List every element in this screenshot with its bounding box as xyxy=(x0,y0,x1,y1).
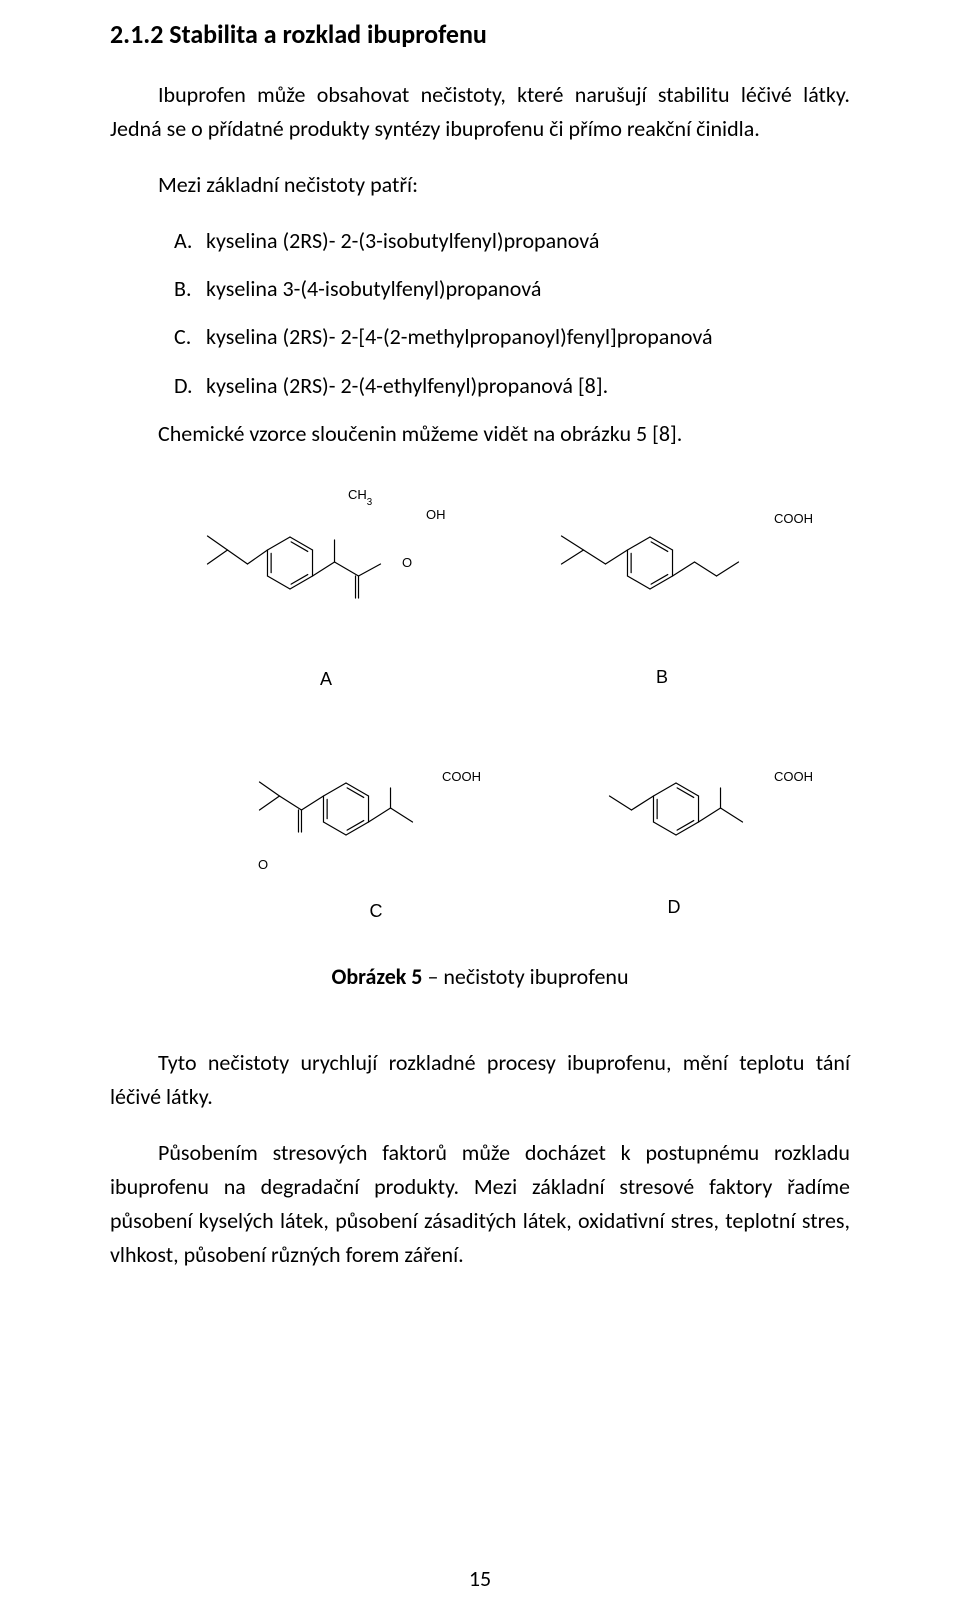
svg-text:O: O xyxy=(258,857,268,872)
page: 2.1.2 Stabilita a rozklad ibuprofenu Ibu… xyxy=(0,0,960,1622)
list-marker: D. xyxy=(174,369,206,403)
paragraph-intro: Ibuprofen může obsahovat nečistoty, kter… xyxy=(110,78,850,146)
chemical-structures-svg: A CH3 OH O B COOH C COOH O D COOH xyxy=(110,473,850,953)
list-item: A. kyselina (2RS)- 2-(3-isobutylfenyl)pr… xyxy=(174,224,850,258)
svg-text:COOH: COOH xyxy=(442,769,481,784)
paragraph-afterlist: Chemické vzorce sloučenin můžeme vidět n… xyxy=(110,417,850,451)
figure-caption-rest: – nečistoty ibuprofenu xyxy=(422,963,628,990)
page-number: 15 xyxy=(0,1565,960,1592)
svg-text:COOH: COOH xyxy=(774,511,813,526)
impurity-list: A. kyselina (2RS)- 2-(3-isobutylfenyl)pr… xyxy=(174,224,850,402)
paragraph-effects: Tyto nečistoty urychlují rozkladné proce… xyxy=(110,1046,850,1114)
list-intro: Mezi základní nečistoty patří: xyxy=(110,168,850,202)
svg-text:D: D xyxy=(668,897,681,917)
list-item: D. kyselina (2RS)- 2-(4-ethylfenyl)propa… xyxy=(174,369,850,403)
list-marker: B. xyxy=(174,272,206,306)
figure-caption: Obrázek 5 – nečistoty ibuprofenu xyxy=(110,963,850,990)
list-text: kyselina (2RS)- 2-[4-(2-methylpropanoyl)… xyxy=(206,320,713,354)
list-item: C. kyselina (2RS)- 2-[4-(2-methylpropano… xyxy=(174,320,850,354)
svg-text:OH: OH xyxy=(426,507,446,522)
svg-text:CH3: CH3 xyxy=(348,487,372,508)
list-item: B. kyselina 3-(4-isobutylfenyl)propanová xyxy=(174,272,850,306)
list-text: kyselina (2RS)- 2-(3-isobutylfenyl)propa… xyxy=(206,224,599,258)
svg-text:O: O xyxy=(402,555,412,570)
svg-text:C: C xyxy=(370,901,383,921)
figure-caption-bold: Obrázek 5 xyxy=(331,963,422,990)
list-marker: C. xyxy=(174,320,206,354)
svg-text:COOH: COOH xyxy=(774,769,813,784)
section-heading: 2.1.2 Stabilita a rozklad ibuprofenu xyxy=(110,18,850,50)
list-marker: A. xyxy=(174,224,206,258)
paragraph-degradation: Působením stresových faktorů může docház… xyxy=(110,1136,850,1272)
svg-text:A: A xyxy=(320,669,332,689)
list-text: kyselina 3-(4-isobutylfenyl)propanová xyxy=(206,272,541,306)
svg-text:B: B xyxy=(656,667,668,687)
chemical-structures-figure: A CH3 OH O B COOH C COOH O D COOH xyxy=(110,473,850,953)
list-text: kyselina (2RS)- 2-(4-ethylfenyl)propanov… xyxy=(206,369,608,403)
